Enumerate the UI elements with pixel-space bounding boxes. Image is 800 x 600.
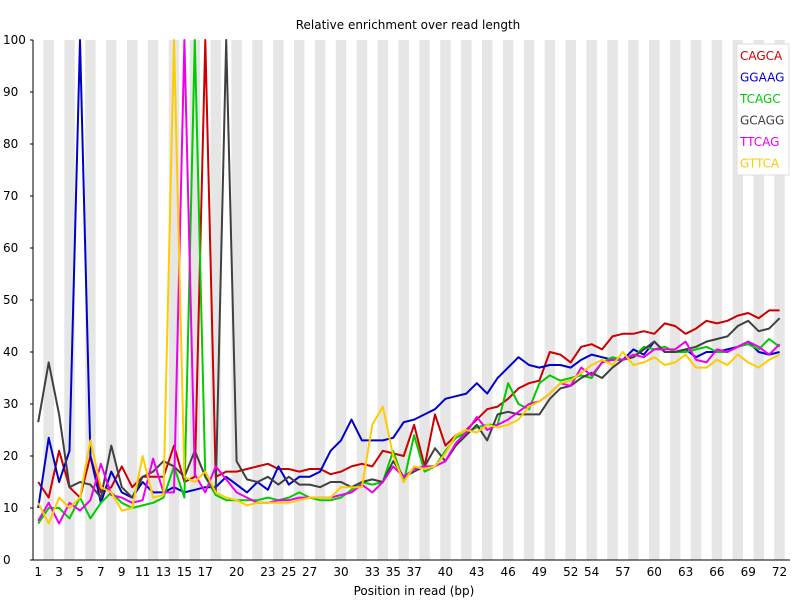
- grid-band: [377, 40, 389, 560]
- grid-band: [628, 40, 639, 560]
- x-tick-label: 7: [97, 565, 105, 579]
- grid-band: [126, 40, 138, 560]
- grid-band: [231, 40, 242, 560]
- x-tick-label: 3: [55, 565, 63, 579]
- y-tick-label: 90: [3, 85, 18, 99]
- grid-band: [544, 40, 556, 560]
- legend-item-ggaag: GGAAG: [740, 71, 784, 85]
- x-tick-label: 52: [563, 565, 578, 579]
- chart-title: Relative enrichment over read length: [296, 18, 521, 32]
- grid-band: [732, 40, 744, 560]
- y-tick-label: 60: [3, 241, 18, 255]
- x-tick-label: 15: [177, 565, 192, 579]
- grid-band: [481, 40, 493, 560]
- grid-band: [440, 40, 451, 560]
- y-tick-label: 0: [3, 553, 11, 567]
- x-tick-label: 33: [365, 565, 380, 579]
- grid-band: [106, 40, 117, 560]
- x-tick-label: 57: [615, 565, 630, 579]
- grid-band: [210, 40, 221, 560]
- y-tick-label: 50: [3, 293, 18, 307]
- grid-band: [523, 40, 535, 560]
- grid-band: [419, 40, 430, 560]
- x-tick-label: 69: [741, 565, 756, 579]
- x-tick-label: 40: [438, 565, 453, 579]
- x-tick-label: 60: [647, 565, 662, 579]
- grid-band: [649, 40, 660, 560]
- grid-bands: [43, 40, 785, 560]
- y-tick-label: 80: [3, 137, 18, 151]
- legend-item-gcagg: GCAGG: [740, 114, 784, 128]
- y-tick-label: 100: [3, 33, 26, 47]
- x-tick-label: 46: [500, 565, 515, 579]
- grid-band: [753, 40, 764, 560]
- grid-band: [168, 40, 180, 560]
- x-tick-label: 23: [260, 565, 275, 579]
- x-tick-label: 17: [198, 565, 213, 579]
- x-tick-label: 1: [34, 565, 42, 579]
- x-tick-label: 43: [469, 565, 484, 579]
- x-tick-label: 20: [229, 565, 244, 579]
- series-lines: [37, 39, 781, 525]
- x-tick-label: 5: [76, 565, 84, 579]
- grid-band: [273, 40, 284, 560]
- x-tick-label: 37: [406, 565, 421, 579]
- grid-band: [64, 40, 75, 560]
- grid-band: [314, 40, 326, 560]
- grid-band: [586, 40, 597, 560]
- x-tick-label: 49: [532, 565, 547, 579]
- x-tick-label: 35: [386, 565, 401, 579]
- grid-band: [502, 40, 514, 560]
- grid-band: [85, 40, 96, 560]
- y-tick-label: 10: [3, 501, 18, 515]
- grid-band: [669, 40, 681, 560]
- x-tick-label: 54: [584, 565, 599, 579]
- series-line-gttca: [37, 39, 781, 525]
- x-tick-label: 13: [156, 565, 171, 579]
- legend-item-ttcag: TTCAG: [739, 135, 779, 149]
- grid-band: [252, 40, 263, 560]
- grid-band: [356, 40, 368, 560]
- x-tick-label: 66: [709, 565, 724, 579]
- y-tick-label: 70: [3, 189, 18, 203]
- y-tick-label: 40: [3, 345, 18, 359]
- series-line-cagca: [37, 39, 780, 499]
- x-axis-label: Position in read (bp): [354, 584, 475, 598]
- x-tick-label: 11: [135, 565, 150, 579]
- grid-band: [147, 40, 159, 560]
- grid-band: [189, 40, 201, 560]
- x-tick-label: 27: [302, 565, 317, 579]
- x-tick-label: 72: [772, 565, 787, 579]
- y-tick-label: 30: [3, 397, 18, 411]
- grid-band: [607, 40, 618, 560]
- y-tick-label: 20: [3, 449, 18, 463]
- grid-band: [43, 40, 54, 560]
- grid-band: [711, 40, 723, 560]
- legend-item-gttca: GTTCA: [740, 157, 780, 171]
- grid-band: [398, 40, 409, 560]
- x-tick-label: 63: [678, 565, 693, 579]
- x-tick-label: 30: [333, 565, 348, 579]
- x-tick-label: 25: [281, 565, 296, 579]
- x-axis-ticks: 1 3 5 7 9 11 13 15 17 20 23 25 27 30 33 35 37 40 43 46 49 52 5…: [34, 565, 787, 579]
- y-axis-ticks: 0 10 20 30 40 50 60 70 80 90 100: [3, 33, 33, 567]
- grid-band: [294, 40, 305, 560]
- legend-item-cagca: CAGCA: [740, 49, 783, 63]
- grid-band: [774, 40, 785, 560]
- grid-band: [565, 40, 576, 560]
- x-tick-label: 9: [118, 565, 126, 579]
- grid-band: [335, 40, 347, 560]
- legend-item-tcagc: TCAGC: [739, 92, 781, 106]
- grid-band: [690, 40, 702, 560]
- grid-band: [461, 40, 472, 560]
- legend-box: [736, 43, 790, 176]
- legend: CAGCA GGAAG TCAGC GCAGG TTCAG GTTCA: [736, 43, 790, 176]
